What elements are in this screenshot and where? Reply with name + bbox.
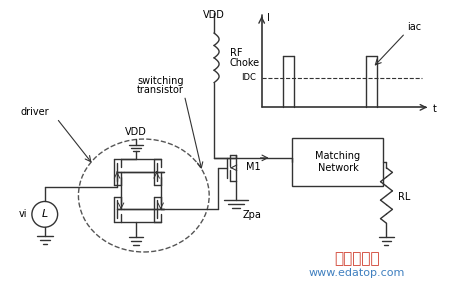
Text: switching: switching xyxy=(137,76,184,86)
Bar xyxy=(293,138,384,186)
Text: IDC: IDC xyxy=(241,73,256,82)
Text: Matching: Matching xyxy=(315,151,360,161)
Text: Zpa: Zpa xyxy=(243,210,262,220)
Text: driver: driver xyxy=(20,107,49,117)
Text: iac: iac xyxy=(407,22,421,32)
Text: L: L xyxy=(42,209,48,219)
Text: t: t xyxy=(433,104,437,114)
Text: VDD: VDD xyxy=(125,127,147,137)
Text: vi: vi xyxy=(19,209,27,219)
Text: I: I xyxy=(267,13,269,23)
Text: RF: RF xyxy=(230,48,243,58)
Text: Choke: Choke xyxy=(230,58,260,68)
Text: RL: RL xyxy=(399,191,411,201)
Text: 易迪拓培训: 易迪拓培训 xyxy=(334,251,379,266)
Text: transistor: transistor xyxy=(137,85,184,95)
Text: Network: Network xyxy=(318,163,358,173)
Text: www.edatop.com: www.edatop.com xyxy=(308,268,405,278)
Text: VDD: VDD xyxy=(203,10,225,20)
Text: M1: M1 xyxy=(246,162,260,172)
